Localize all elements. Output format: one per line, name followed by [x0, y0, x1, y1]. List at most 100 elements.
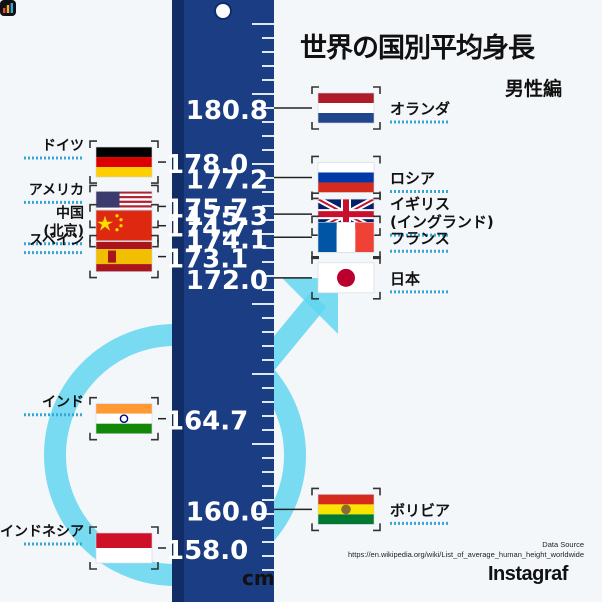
- country-india: 164.7 インド: [24, 395, 248, 441]
- country-germany: 178.0 ドイツ: [24, 138, 248, 184]
- flag-band: [96, 207, 152, 210]
- value-label: 172.0: [186, 266, 268, 296]
- value-label: 178.0: [166, 150, 248, 180]
- flag-frame: [311, 192, 381, 236]
- brand-name: Instagraf: [488, 563, 568, 585]
- country-label: オランダ: [390, 100, 450, 118]
- flag-band: [355, 222, 374, 253]
- flag-band: [96, 533, 152, 548]
- flag-band: [96, 249, 152, 265]
- country-japan: 172.0 日本: [186, 256, 450, 300]
- value-label: 174.1: [186, 225, 268, 255]
- flag-frame: [311, 487, 381, 532]
- value-label: 160.0: [186, 497, 268, 527]
- flag-band: [318, 172, 374, 183]
- ruler-hole: [214, 2, 232, 20]
- flag-chakra: [119, 414, 129, 424]
- value-label: 175.3: [186, 202, 268, 232]
- country-label: イギリス: [390, 195, 450, 213]
- flag-border: [95, 241, 153, 272]
- country-bolivia: 160.0 ボリビア: [186, 487, 450, 532]
- country-label: インド: [42, 395, 84, 411]
- country-label: 中国: [56, 205, 84, 222]
- flag-small-star: [119, 224, 123, 228]
- flag-frame: [89, 203, 159, 248]
- flag-frame: [311, 155, 381, 200]
- flag-band: [96, 403, 152, 414]
- country-indonesia: 158.0 インドネシア: [0, 524, 248, 570]
- flag-band: [96, 241, 152, 250]
- value-label: 164.7: [166, 407, 248, 437]
- flag-band: [318, 103, 374, 113]
- flag-border: [95, 532, 153, 564]
- country-label: ドイツ: [42, 138, 84, 154]
- chart-title: 世界の国別平均身長: [300, 33, 535, 64]
- flag-band: [96, 198, 152, 201]
- country-label: ロシア: [390, 169, 435, 187]
- country-label: フランス: [390, 229, 450, 247]
- flag-band: [318, 182, 374, 193]
- flag-band: [96, 147, 152, 158]
- flag-band: [96, 423, 152, 434]
- flag-frame: [311, 86, 381, 130]
- country-label: (北京): [43, 223, 84, 240]
- flag-band: [96, 191, 152, 194]
- flag-frame: [89, 184, 159, 229]
- flag-band: [318, 211, 374, 218]
- flag-border: [317, 262, 375, 294]
- value-label: 158.0: [166, 536, 248, 566]
- flag-band: [318, 93, 374, 103]
- flag-emblem: [341, 504, 351, 515]
- flag-frame: [89, 140, 159, 184]
- flag-border: [317, 221, 375, 253]
- flag-border: [95, 403, 153, 435]
- flag-frame: [311, 215, 381, 260]
- value-label: 180.8: [186, 96, 268, 126]
- ruler-shade: [172, 0, 184, 602]
- value-label: 175.7: [166, 194, 248, 224]
- flag-band: [318, 162, 374, 173]
- flag-band: [96, 167, 152, 178]
- flag-band: [108, 250, 116, 263]
- country-label: インドネシア: [0, 524, 84, 540]
- ruler: [172, 0, 274, 602]
- data-source: Data Source https://en.wikipedia.org/wik…: [348, 540, 584, 560]
- flag-star: [97, 215, 113, 231]
- country-label: (イングランド): [390, 213, 494, 231]
- flag-border: [95, 146, 153, 178]
- flag-border: [95, 210, 153, 242]
- country-france: 174.1 フランス: [186, 215, 450, 260]
- source-label: Data Source: [542, 540, 584, 549]
- flag-band: [96, 205, 152, 208]
- chart-subtitle: 男性編: [504, 78, 562, 100]
- country-russia: 177.2 ロシア: [186, 155, 450, 200]
- flag-border: [317, 162, 375, 193]
- country-label: ボリビア: [390, 501, 450, 519]
- flag-band: [96, 548, 152, 563]
- flag-band: [318, 494, 374, 505]
- flag-small-star: [115, 228, 119, 232]
- flag-band: [96, 196, 152, 199]
- flag-small-star: [115, 214, 119, 218]
- flag-band: [96, 191, 120, 208]
- country-netherlands: 180.8 オランダ: [186, 86, 450, 130]
- country-spain: 173.1 スペイン: [24, 233, 248, 279]
- flag-band: [96, 264, 152, 272]
- ruler-ticks: [252, 23, 274, 571]
- flag-frame: [89, 396, 159, 441]
- country-label: スペイン: [29, 233, 84, 249]
- flag-sun: [337, 268, 355, 287]
- country-label: 日本: [390, 270, 420, 288]
- flag-band: [318, 514, 374, 525]
- country-label: アメリカ: [29, 182, 84, 198]
- flag-small-star: [119, 218, 123, 222]
- flag-frame: [89, 234, 159, 279]
- flag-band: [318, 113, 374, 123]
- value-label: 174.7: [166, 214, 248, 244]
- flag-band: [96, 202, 152, 206]
- unit-label: cm: [242, 566, 275, 590]
- value-label: 177.2: [186, 165, 268, 195]
- flag-band: [96, 193, 152, 197]
- flag-frame: [89, 526, 159, 570]
